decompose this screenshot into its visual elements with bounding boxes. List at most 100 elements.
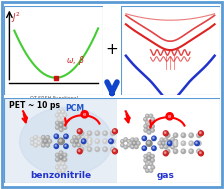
FancyBboxPatch shape xyxy=(4,98,220,183)
Text: +: + xyxy=(106,42,118,57)
Circle shape xyxy=(147,153,151,156)
Circle shape xyxy=(173,133,178,138)
Text: $\omega,\ \beta$: $\omega,\ \beta$ xyxy=(66,54,85,67)
Circle shape xyxy=(144,155,148,158)
Circle shape xyxy=(124,145,127,149)
Circle shape xyxy=(38,142,39,143)
Circle shape xyxy=(149,121,153,124)
Circle shape xyxy=(87,131,92,136)
Circle shape xyxy=(61,110,65,114)
Circle shape xyxy=(56,154,58,155)
Circle shape xyxy=(174,142,176,143)
Circle shape xyxy=(64,159,65,160)
Circle shape xyxy=(135,139,137,140)
Circle shape xyxy=(95,131,99,136)
Circle shape xyxy=(31,138,34,141)
Circle shape xyxy=(147,142,149,144)
Circle shape xyxy=(153,137,154,139)
Circle shape xyxy=(144,166,147,169)
Circle shape xyxy=(166,150,168,152)
Circle shape xyxy=(37,138,41,141)
Circle shape xyxy=(55,135,56,137)
Circle shape xyxy=(60,152,61,153)
Circle shape xyxy=(44,140,46,142)
Circle shape xyxy=(58,163,59,164)
Circle shape xyxy=(112,140,113,142)
Circle shape xyxy=(153,147,154,149)
Circle shape xyxy=(34,136,37,139)
Circle shape xyxy=(137,142,140,145)
Circle shape xyxy=(82,142,85,145)
Circle shape xyxy=(182,134,184,136)
Circle shape xyxy=(58,117,61,121)
Circle shape xyxy=(78,144,79,145)
Circle shape xyxy=(148,131,149,132)
Circle shape xyxy=(131,139,133,140)
Circle shape xyxy=(110,140,111,142)
Circle shape xyxy=(172,146,173,147)
Text: gas: gas xyxy=(157,171,175,180)
Circle shape xyxy=(150,163,151,164)
Circle shape xyxy=(175,140,176,142)
Circle shape xyxy=(95,139,99,143)
Circle shape xyxy=(147,122,151,126)
Circle shape xyxy=(182,150,184,152)
Circle shape xyxy=(148,153,149,154)
Circle shape xyxy=(64,154,65,155)
Circle shape xyxy=(65,135,66,137)
Circle shape xyxy=(121,140,123,142)
Circle shape xyxy=(131,146,133,147)
Circle shape xyxy=(62,118,63,119)
Circle shape xyxy=(80,139,84,143)
Circle shape xyxy=(190,142,191,143)
Circle shape xyxy=(87,139,92,143)
Circle shape xyxy=(166,142,170,145)
Circle shape xyxy=(151,125,153,126)
Circle shape xyxy=(87,147,92,152)
Circle shape xyxy=(60,161,61,162)
Circle shape xyxy=(60,124,61,125)
Circle shape xyxy=(148,161,149,163)
Circle shape xyxy=(147,160,151,164)
Circle shape xyxy=(82,142,83,143)
Circle shape xyxy=(129,142,131,143)
Circle shape xyxy=(60,120,61,121)
Circle shape xyxy=(58,138,64,145)
Circle shape xyxy=(104,148,105,149)
Circle shape xyxy=(35,136,36,137)
Circle shape xyxy=(49,140,50,142)
Circle shape xyxy=(144,125,148,128)
Circle shape xyxy=(40,140,41,142)
Circle shape xyxy=(58,111,59,112)
Circle shape xyxy=(112,149,117,154)
Circle shape xyxy=(59,123,63,127)
Circle shape xyxy=(196,142,197,143)
Circle shape xyxy=(64,122,65,123)
Circle shape xyxy=(124,138,127,141)
Circle shape xyxy=(181,149,185,153)
Circle shape xyxy=(144,159,148,162)
Circle shape xyxy=(80,148,82,149)
Circle shape xyxy=(73,144,75,145)
Circle shape xyxy=(195,141,199,146)
Circle shape xyxy=(35,144,36,146)
Circle shape xyxy=(197,133,201,138)
Circle shape xyxy=(151,155,154,158)
Circle shape xyxy=(133,141,136,145)
Circle shape xyxy=(190,134,191,136)
Circle shape xyxy=(160,138,164,142)
Circle shape xyxy=(88,148,90,149)
Circle shape xyxy=(80,140,82,142)
Circle shape xyxy=(38,138,39,139)
Circle shape xyxy=(197,149,201,153)
Circle shape xyxy=(200,132,201,134)
Circle shape xyxy=(54,144,58,148)
Circle shape xyxy=(145,159,146,160)
Circle shape xyxy=(56,126,58,128)
Circle shape xyxy=(59,128,63,132)
Circle shape xyxy=(58,110,61,114)
Circle shape xyxy=(163,151,168,156)
Circle shape xyxy=(145,155,146,156)
Circle shape xyxy=(149,114,153,118)
Circle shape xyxy=(198,142,199,143)
